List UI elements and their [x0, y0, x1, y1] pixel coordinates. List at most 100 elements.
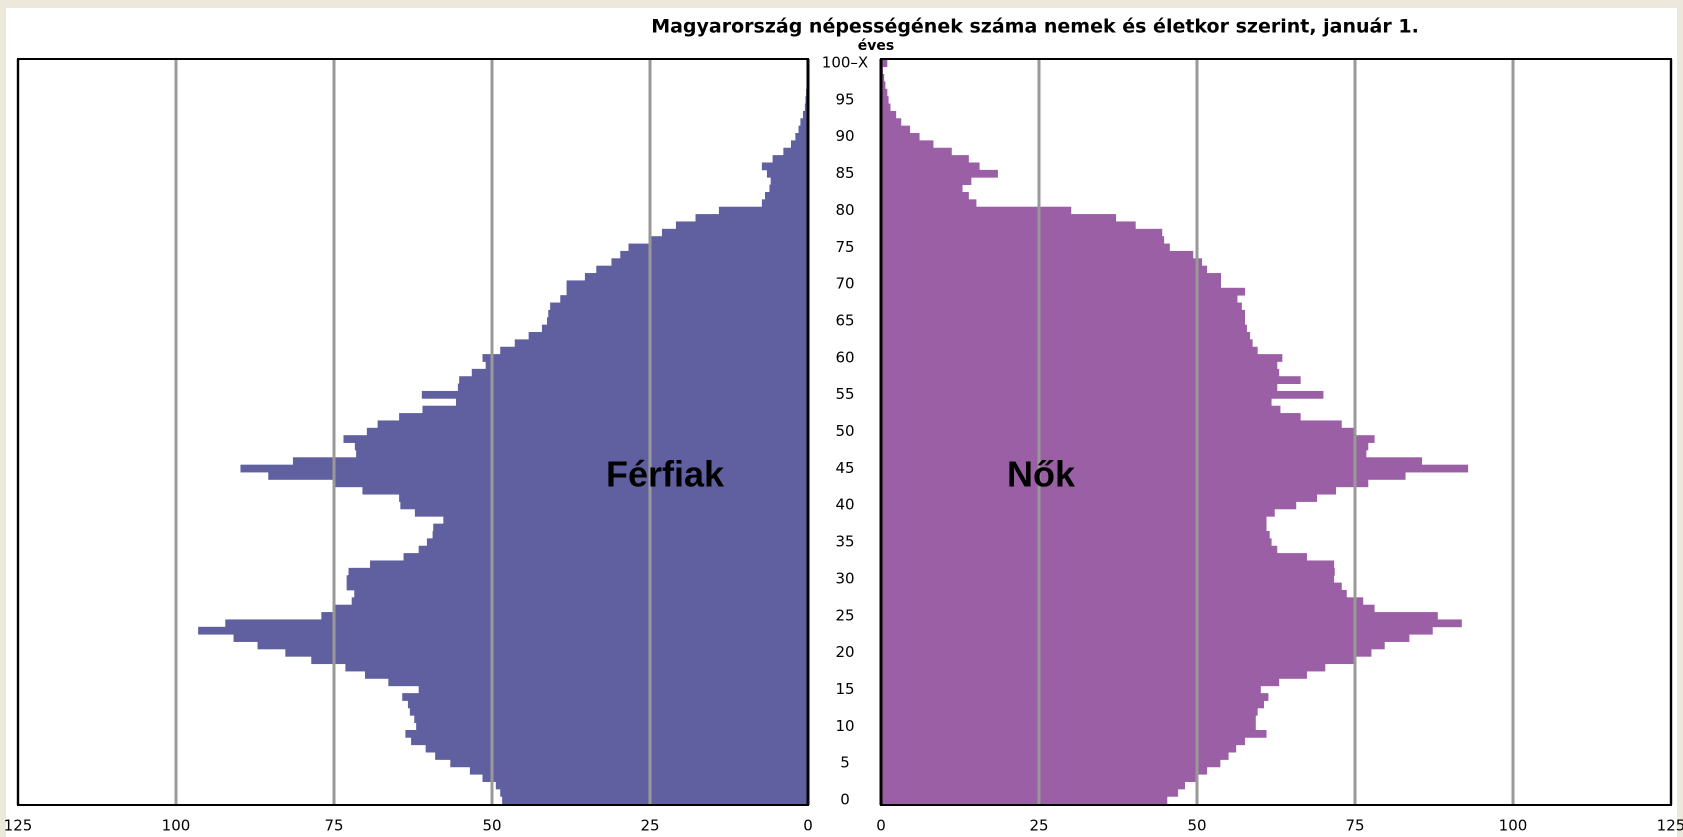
bar — [651, 236, 808, 244]
bar — [881, 449, 1367, 458]
x-tick-label: 0 — [876, 817, 886, 835]
bar — [346, 582, 808, 591]
bar — [485, 361, 808, 370]
bar — [881, 707, 1258, 716]
bar — [469, 766, 808, 775]
x-tick-label: 50 — [1187, 817, 1206, 835]
bar — [425, 744, 808, 753]
y-tick-label: 55 — [835, 385, 854, 403]
bar — [881, 523, 1267, 532]
bar — [881, 427, 1356, 436]
bar — [881, 744, 1237, 753]
y-tick-label: 15 — [835, 680, 854, 698]
frame — [17, 58, 1672, 806]
bar — [881, 663, 1326, 672]
bar — [881, 752, 1229, 760]
bar — [881, 582, 1342, 591]
bar — [881, 354, 1283, 362]
bar — [881, 457, 1422, 466]
bar — [881, 545, 1278, 554]
y-tick-label: 45 — [835, 459, 854, 477]
bar — [528, 332, 808, 340]
bar — [881, 641, 1385, 650]
bar — [366, 427, 808, 436]
bar — [881, 486, 1337, 495]
bar — [795, 133, 808, 141]
bar — [548, 309, 808, 318]
bar — [881, 671, 1307, 679]
bar — [411, 737, 808, 746]
bar — [881, 693, 1269, 701]
bar — [881, 656, 1355, 665]
bar — [356, 449, 808, 458]
bar — [761, 199, 808, 208]
bar — [482, 354, 808, 362]
bar — [662, 228, 808, 237]
x-tick-label: 125 — [4, 817, 33, 835]
x-tick-label: 125 — [1657, 817, 1683, 835]
bar — [405, 729, 808, 738]
bar — [346, 575, 808, 583]
y-tick-label: 50 — [835, 422, 854, 440]
bar — [414, 508, 808, 517]
bar — [362, 486, 808, 495]
x-tick-label: 50 — [482, 817, 501, 835]
bar — [881, 634, 1410, 642]
bar — [881, 228, 1163, 237]
bar — [881, 788, 1179, 797]
bar — [881, 626, 1433, 635]
bar — [354, 442, 808, 451]
y-tick-label: 10 — [835, 717, 854, 735]
x-tick-label: 100 — [1499, 817, 1528, 835]
bar — [433, 523, 808, 532]
bar — [881, 103, 891, 112]
bar — [881, 177, 972, 186]
bar — [881, 250, 1194, 259]
bar — [399, 413, 808, 421]
bar — [881, 368, 1280, 377]
bar — [772, 155, 808, 163]
bar — [881, 243, 1170, 252]
bar — [769, 184, 808, 193]
bar — [628, 243, 808, 252]
bar — [471, 368, 808, 377]
y-tick-label: 20 — [835, 643, 854, 661]
bar — [881, 191, 969, 200]
bar — [881, 162, 980, 171]
bar — [881, 722, 1256, 731]
bar — [311, 656, 808, 665]
bar — [770, 177, 808, 186]
bar — [881, 560, 1335, 569]
bar — [881, 346, 1258, 355]
y-tick-label: 95 — [835, 90, 854, 108]
bar — [418, 545, 808, 554]
bar — [443, 516, 808, 525]
bar — [881, 332, 1251, 340]
bar — [257, 641, 808, 650]
bar — [426, 538, 808, 547]
bar — [500, 788, 808, 797]
bar — [334, 479, 808, 488]
bar — [400, 501, 808, 510]
bar — [804, 103, 808, 112]
x-tick-label: 0 — [803, 817, 813, 835]
bar — [388, 678, 808, 687]
x-tick-label: 25 — [1029, 817, 1048, 835]
bar — [881, 700, 1264, 709]
chart-background — [6, 8, 1677, 837]
bar — [881, 155, 969, 163]
y-axis-label: éves — [858, 38, 894, 54]
bar — [800, 118, 808, 127]
bar — [881, 133, 920, 141]
y-tick-label: 25 — [835, 606, 854, 624]
bar — [550, 302, 808, 311]
bar — [407, 700, 808, 709]
bar — [881, 464, 1469, 473]
chart-title: Magyarország népességének száma nemek és… — [651, 16, 1419, 38]
bar — [432, 530, 808, 539]
bar — [765, 191, 808, 200]
bar — [268, 472, 809, 480]
bar — [560, 295, 808, 303]
bar — [416, 722, 808, 731]
bar — [321, 612, 808, 620]
